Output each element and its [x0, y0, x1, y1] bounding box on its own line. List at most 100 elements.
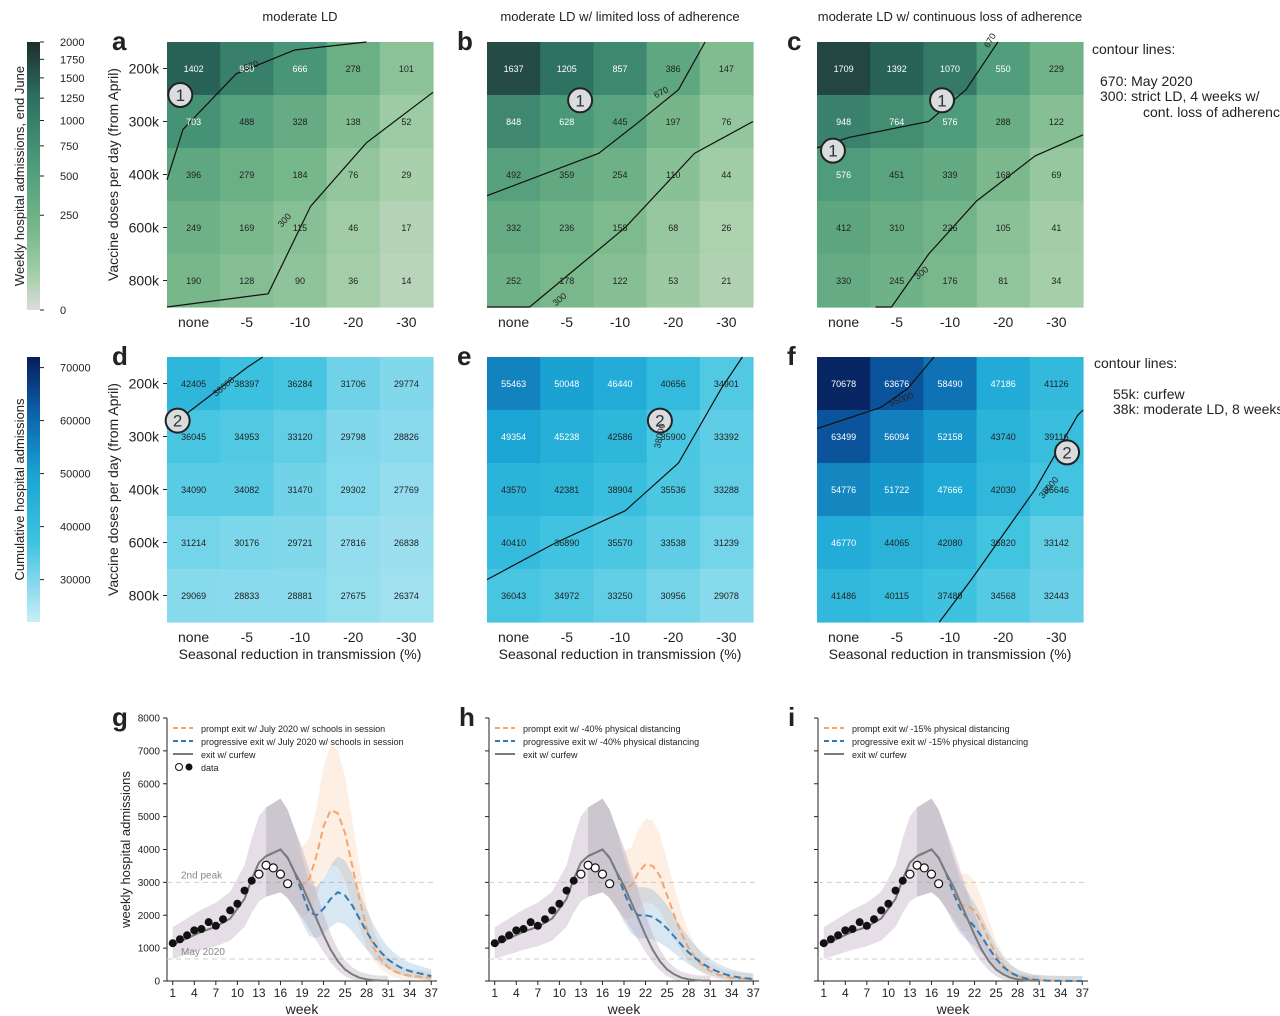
heatmap-cell-label: 27816 [341, 538, 366, 548]
x-tick-label: 37 [1076, 986, 1090, 1000]
colorbar-weekly-tick-label: 500 [60, 171, 78, 183]
heatmap-cell-label: 31470 [287, 485, 312, 495]
colorbar-cumulative-tick-label: 70000 [60, 363, 91, 375]
heatmap-cell [817, 201, 871, 255]
x-tick-label: -5 [561, 314, 574, 330]
data-point-filled [855, 918, 864, 927]
x-tick-label: 10 [882, 986, 896, 1000]
series-line [265, 848, 432, 978]
heatmap-cell-label: 35900 [661, 432, 686, 442]
heatmap-cell [167, 254, 221, 308]
contour-line [486, 41, 706, 197]
heatmap-cell-label: 857 [612, 64, 627, 74]
heatmap-cell [976, 357, 1031, 411]
colorbar-cumulative-tick-label: 50000 [60, 469, 91, 481]
heatmap-cell [326, 357, 381, 411]
data-point-filled [891, 886, 900, 895]
x-tick-label: 19 [946, 986, 960, 1000]
heatmap-cell-label: 1205 [557, 64, 577, 74]
heatmap-cell [220, 569, 274, 623]
heatmap-panel-a [163, 41, 434, 308]
y-axis-label: weekly hospital admissions [118, 771, 133, 929]
x-tick-label: -20 [993, 629, 1013, 645]
heatmap-cell [699, 148, 754, 202]
data-point-filled [490, 939, 499, 948]
heatmap-cell [699, 42, 754, 96]
heatmap-cell-label: 55463 [501, 379, 526, 389]
heatmap-cell-label: 39116 [1044, 432, 1068, 442]
heatmap-cell-label: 34090 [181, 485, 206, 495]
y-tick-label: 8000 [138, 714, 161, 725]
heatmap-cell [1029, 254, 1084, 308]
data-point-filled [497, 935, 506, 944]
heatmap-cell [646, 516, 701, 570]
heatmap-cell [699, 95, 754, 149]
heatmap-cell-label: 488 [239, 117, 254, 127]
x-tick-label: 25 [989, 986, 1003, 1000]
colorbar-weekly-tick-label: 750 [60, 141, 78, 153]
heatmap-cell [540, 201, 594, 255]
heatmap-cell-label: 31214 [181, 538, 206, 548]
heatmap-cell [870, 201, 924, 255]
heatmap-cell-label: 31239 [714, 538, 739, 548]
heatmap-cell [379, 410, 434, 464]
heatmap-cell-label: 158 [612, 223, 627, 233]
colorbar-weekly-tick-label: 1500 [60, 73, 84, 85]
heatmap-cell [593, 463, 648, 517]
heatmap-cell-label: 176 [942, 276, 957, 286]
x-tick-label: 22 [317, 986, 331, 1000]
colorbar-weekly-tick-label: 2000 [60, 37, 84, 49]
heatmap-cell [273, 357, 328, 411]
heatmap-cell-label: 76 [721, 117, 731, 127]
uncertainty-band [588, 798, 754, 981]
heatmap-cell-label: 29774 [394, 379, 419, 389]
heatmap-cell-label: 138 [346, 117, 361, 127]
heatmap-cell-label: 122 [1049, 117, 1064, 127]
heatmap-cell [273, 95, 328, 149]
heatmap-cell [646, 357, 701, 411]
x-tick-label: 10 [231, 986, 245, 1000]
heatmap-cell-label: 236 [559, 223, 574, 233]
heatmap-cell-label: 35536 [661, 485, 686, 495]
heatmap-cell-label: 29721 [287, 538, 312, 548]
y-tick-label: 600k [129, 220, 160, 236]
contour-line [166, 91, 434, 308]
scenario-marker [819, 137, 846, 164]
heatmap-cell [167, 201, 221, 255]
heatmap-cell [923, 148, 978, 202]
heatmap-cell [379, 357, 434, 411]
heatmap-cell-label: 41126 [1044, 379, 1068, 389]
heatmap-cell-label: 40410 [501, 538, 526, 548]
heatmap-cell [699, 254, 754, 308]
uncertainty-band [917, 798, 1083, 981]
y-tick-label: 800k [129, 273, 160, 289]
contour-legend-line: 300: strict LD, 4 weeks w/ [1100, 88, 1260, 104]
y-tick-label: 3000 [138, 878, 161, 889]
scenario-marker-label: 1 [176, 86, 185, 105]
heatmap-cell-label: 249 [186, 223, 201, 233]
contour-legend-line: 38k: moderate LD, 8 weeks [1113, 401, 1280, 417]
x-tick-label: none [828, 314, 859, 330]
heatmap-cell-label: 36 [348, 276, 358, 286]
heatmap-cell-label: 550 [996, 64, 1011, 74]
x-tick-label: 37 [747, 986, 761, 1000]
heatmap-cell [923, 410, 978, 464]
heatmap-cell [976, 569, 1031, 623]
heatmap-cell [870, 569, 924, 623]
heatmap-cell-label: 42586 [607, 432, 632, 442]
data-point-open [905, 869, 915, 879]
heatmap-cell [976, 148, 1031, 202]
heatmap-cell-label: 1709 [834, 64, 854, 74]
heatmap-cell-label: 76 [348, 170, 358, 180]
panel-letter: i [788, 702, 795, 732]
x-tick-label: 31 [381, 986, 395, 1000]
heatmap-cell-label: 169 [239, 223, 254, 233]
x-tick-label: -20 [343, 629, 363, 645]
heatmap-cell-label: 34568 [991, 591, 1016, 601]
data-point-filled [168, 939, 177, 948]
data-point-filled [819, 939, 828, 948]
data-point-filled [826, 935, 835, 944]
y-tick-label: 400k [129, 482, 160, 498]
heatmap-cell-label: 29069 [181, 591, 206, 601]
data-point-open [590, 863, 600, 873]
